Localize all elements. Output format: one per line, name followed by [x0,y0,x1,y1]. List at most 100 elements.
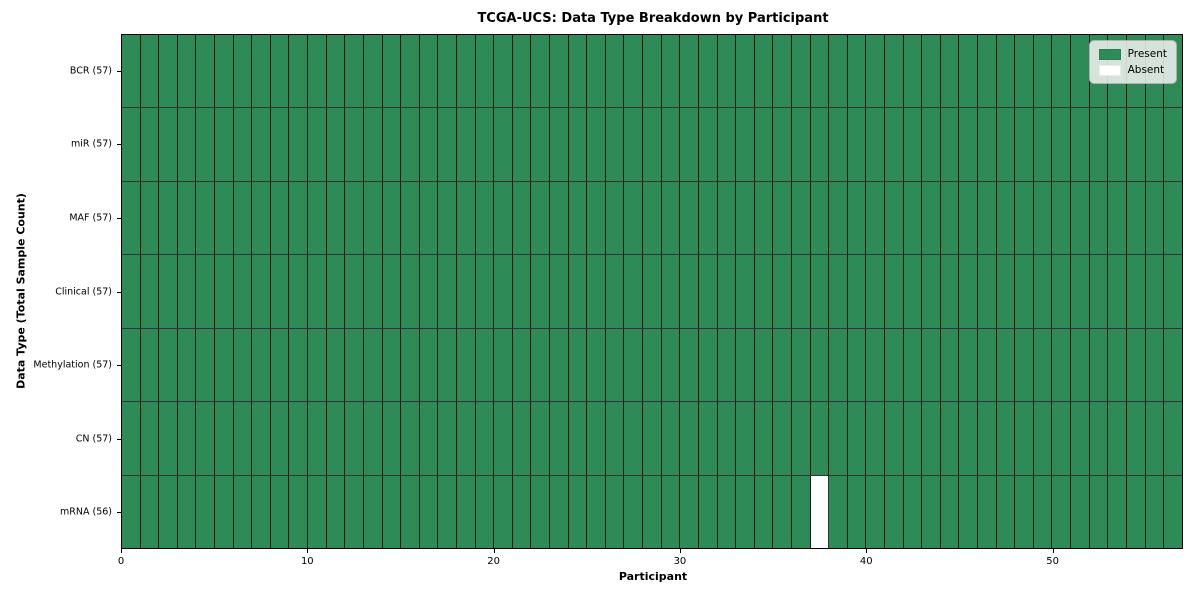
cell-present-Methylation-46 [978,328,997,402]
cell-present-mRNA-28 [643,475,662,548]
cell-present-mRNA-44 [940,475,960,548]
cell-present-MAF-54 [1126,181,1146,255]
cell-present-BCR-20 [494,35,513,108]
cell-present-mRNA-32 [717,475,737,548]
cell-present-Methylation-49 [1033,328,1053,402]
cell-present-CN-14 [382,402,402,475]
cell-present-BCR-21 [512,35,532,108]
cell-present-CN-13 [363,402,383,475]
cell-present-Clinical-42 [903,255,923,328]
cell-present-mRNA-4 [196,475,216,548]
cell-present-MAF-26 [605,181,625,255]
cell-present-MAF-33 [736,181,755,255]
x-tick-mark-50 [1052,549,1054,553]
cell-present-Clinical-38 [829,255,848,328]
x-tick-mark-30 [679,549,681,553]
cell-present-mRNA-6 [233,475,253,548]
y-tick-mark-CN [117,438,121,440]
cell-present-MAF-40 [866,181,885,255]
cell-present-Clinical-40 [866,255,885,328]
y-axis-label: Data Type (Total Sample Count) [14,193,28,389]
cell-present-BCR-17 [438,35,457,108]
cell-present-miR-55 [1145,108,1165,181]
cell-present-miR-56 [1164,108,1182,181]
cell-present-MAF-16 [419,181,439,255]
cell-present-mRNA-48 [1015,475,1034,548]
cell-present-BCR-3 [177,35,197,108]
cell-present-miR-25 [587,108,606,181]
cell-present-CN-15 [401,402,420,475]
cell-present-Methylation-12 [345,328,364,402]
cell-present-miR-15 [401,108,420,181]
cell-present-BCR-27 [624,35,644,108]
cell-present-mRNA-24 [568,475,588,548]
cell-present-BCR-4 [196,35,216,108]
cell-present-mRNA-14 [382,475,402,548]
cell-present-mRNA-52 [1089,475,1109,548]
cell-present-mRNA-23 [550,475,569,548]
cell-present-miR-45 [959,108,979,181]
cell-present-CN-24 [568,402,588,475]
cell-present-Clinical-25 [587,255,606,328]
heatmap-row-Clinical [122,255,1182,329]
cell-present-CN-30 [680,402,699,475]
cell-present-Methylation-15 [401,328,420,402]
cell-present-CN-33 [736,402,755,475]
cell-present-MAF-29 [661,181,681,255]
cell-present-Clinical-22 [531,255,551,328]
cell-present-MAF-38 [829,181,848,255]
y-tick-label-MAF: MAF (57) [69,212,112,224]
cell-present-miR-32 [717,108,737,181]
cell-present-Clinical-2 [159,255,178,328]
x-tick-mark-10 [307,549,309,553]
cell-present-Clinical-6 [233,255,253,328]
cell-present-Methylation-32 [717,328,737,402]
cell-present-Methylation-23 [550,328,569,402]
cell-present-Methylation-53 [1108,328,1127,402]
cell-present-Clinical-31 [698,255,718,328]
cell-present-CN-41 [884,402,904,475]
cell-present-mRNA-54 [1126,475,1146,548]
cell-present-MAF-20 [494,181,513,255]
cell-present-BCR-25 [587,35,606,108]
cell-present-Clinical-33 [736,255,755,328]
cell-present-Clinical-12 [345,255,364,328]
cell-present-MAF-47 [996,181,1016,255]
cell-present-Clinical-17 [438,255,457,328]
cell-present-mRNA-30 [680,475,699,548]
cell-present-miR-1 [140,108,160,181]
cell-present-miR-4 [196,108,216,181]
cell-present-mRNA-51 [1071,475,1090,548]
cell-present-Clinical-18 [456,255,476,328]
cell-present-CN-53 [1108,402,1127,475]
cell-present-CN-7 [252,402,271,475]
cell-present-Methylation-1 [140,328,160,402]
cell-present-BCR-0 [122,35,141,108]
cell-present-MAF-50 [1052,181,1072,255]
cell-present-miR-5 [215,108,234,181]
x-axis: 0 10 20 30 40 50 [118,549,1183,575]
cell-present-MAF-12 [345,181,364,255]
cell-present-Methylation-33 [736,328,755,402]
cell-present-BCR-12 [345,35,364,108]
cell-present-MAF-56 [1164,181,1182,255]
cell-present-miR-23 [550,108,569,181]
cell-present-BCR-40 [866,35,885,108]
cell-present-CN-3 [177,402,197,475]
cell-present-Clinical-50 [1052,255,1072,328]
cell-present-MAF-9 [289,181,309,255]
cell-present-mRNA-8 [270,475,290,548]
cell-present-mRNA-40 [866,475,885,548]
y-tick-mark-mRNA [117,512,121,514]
cell-present-CN-1 [140,402,160,475]
cell-present-MAF-49 [1033,181,1053,255]
cell-present-miR-26 [605,108,625,181]
cell-present-mRNA-43 [922,475,941,548]
cell-present-CN-4 [196,402,216,475]
cell-present-mRNA-56 [1164,475,1182,548]
cell-present-MAF-2 [159,181,178,255]
cell-present-mRNA-35 [773,475,792,548]
cell-present-mRNA-46 [978,475,997,548]
cell-present-MAF-35 [773,181,792,255]
